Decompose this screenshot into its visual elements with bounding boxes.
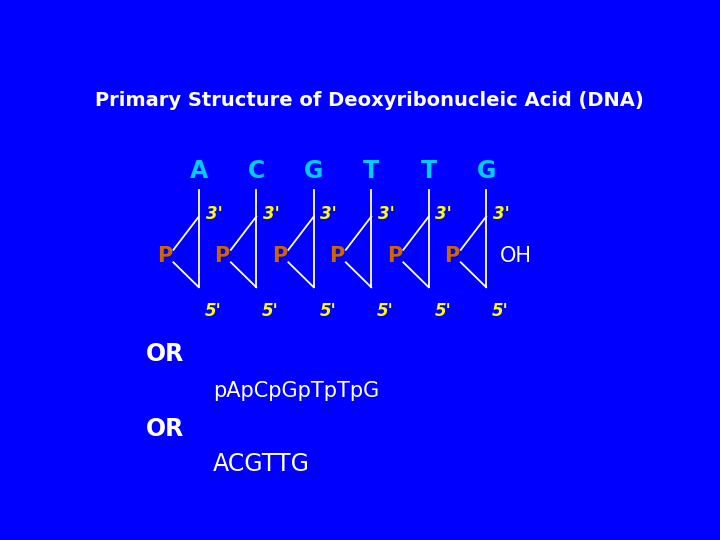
Text: 5': 5' <box>320 302 336 320</box>
Text: Primary Structure of Deoxyribonucleic Acid (DNA): Primary Structure of Deoxyribonucleic Ac… <box>94 91 644 110</box>
Text: P: P <box>157 246 172 266</box>
Text: 3': 3' <box>205 206 222 224</box>
Text: 3': 3' <box>493 206 510 224</box>
Text: 5': 5' <box>492 302 508 320</box>
Text: 5': 5' <box>204 302 221 320</box>
Text: 5': 5' <box>262 302 279 320</box>
Text: A: A <box>189 159 208 183</box>
Text: 3': 3' <box>378 206 395 224</box>
Text: pApCpGpTpTpG: pApCpGpTpTpG <box>213 381 379 401</box>
Text: C: C <box>248 159 265 183</box>
Text: P: P <box>444 246 459 266</box>
Text: P: P <box>271 246 287 266</box>
Text: 3': 3' <box>320 206 337 224</box>
Text: T: T <box>363 159 379 183</box>
Text: T: T <box>420 159 437 183</box>
Text: P: P <box>387 246 402 266</box>
Text: 5': 5' <box>377 302 394 320</box>
Text: 3': 3' <box>436 206 452 224</box>
Text: OR: OR <box>145 417 184 441</box>
Text: P: P <box>329 246 344 266</box>
Text: OH: OH <box>500 246 532 266</box>
Text: 5': 5' <box>434 302 451 320</box>
Text: G: G <box>304 159 323 183</box>
Text: 3': 3' <box>263 206 280 224</box>
Text: ACGTTG: ACGTTG <box>213 452 310 476</box>
Text: G: G <box>477 159 496 183</box>
Text: OR: OR <box>145 342 184 366</box>
Text: P: P <box>215 246 230 266</box>
